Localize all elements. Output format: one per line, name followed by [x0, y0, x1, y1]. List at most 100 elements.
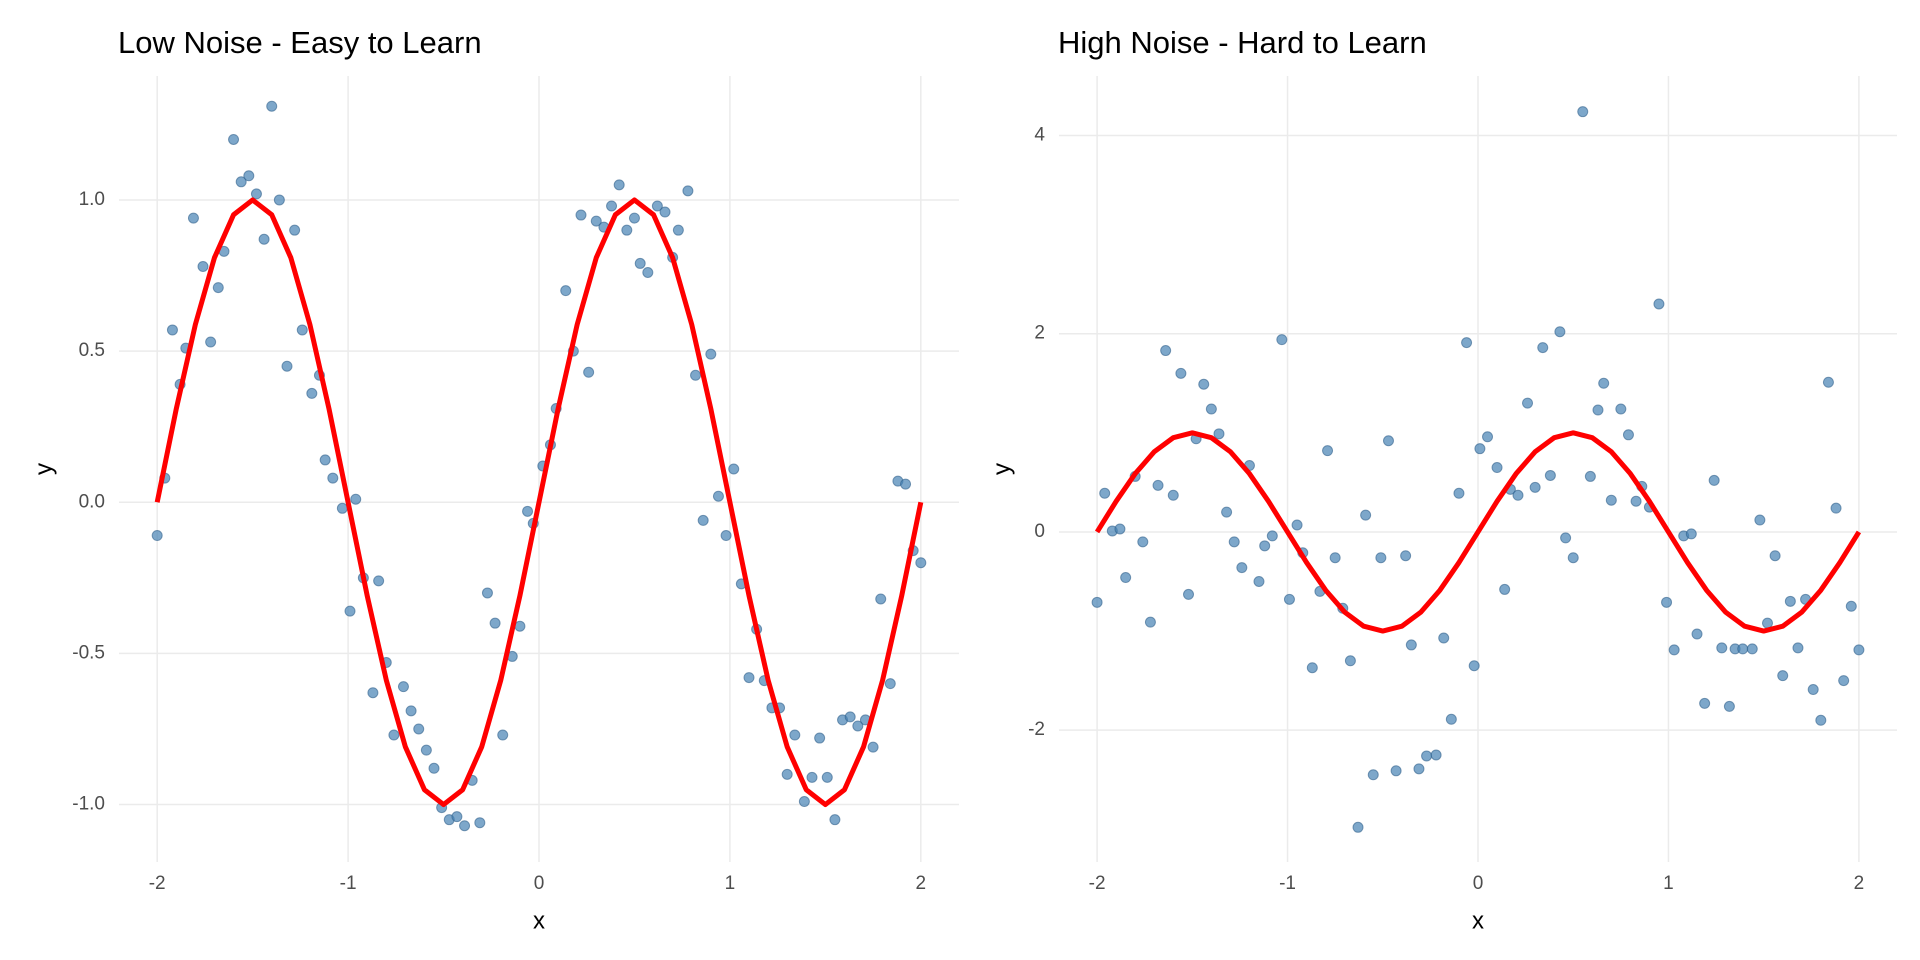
point: [1291, 519, 1303, 531]
point: [289, 224, 301, 236]
y-tick-label: 0.0: [79, 491, 105, 512]
point: [1577, 106, 1589, 118]
point: [852, 720, 864, 732]
point: [1754, 514, 1766, 526]
point: [798, 796, 810, 808]
point: [1213, 428, 1225, 440]
x-axis-title: x: [1472, 907, 1484, 934]
point: [1114, 523, 1126, 535]
point: [705, 348, 717, 360]
point: [583, 366, 595, 378]
point: [306, 387, 318, 399]
y-axis-title: y: [30, 463, 57, 475]
point: [682, 185, 694, 197]
point: [672, 224, 684, 236]
point: [1468, 660, 1480, 672]
point: [1691, 628, 1703, 640]
point: [319, 454, 331, 466]
point: [697, 514, 709, 526]
point: [1512, 489, 1524, 501]
point: [1276, 334, 1288, 346]
point: [1413, 763, 1425, 775]
point: [151, 530, 163, 542]
point: [1120, 572, 1132, 584]
point: [1205, 403, 1217, 415]
point: [1183, 588, 1195, 600]
point: [1529, 481, 1541, 493]
chart-title: High Noise - Hard to Learn: [1058, 25, 1427, 60]
y-tick-label: 1.0: [79, 189, 105, 210]
point: [420, 744, 432, 756]
point: [1306, 662, 1318, 674]
point: [1830, 502, 1842, 514]
y-tick-label: -1.0: [72, 794, 105, 815]
point: [1708, 474, 1720, 486]
point: [634, 257, 646, 269]
point: [1167, 489, 1179, 501]
point: [1329, 552, 1341, 564]
point: [590, 215, 602, 227]
y-tick-label: 4: [1034, 124, 1045, 145]
point: [1737, 643, 1749, 655]
point: [413, 723, 425, 735]
point: [1853, 644, 1865, 656]
point: [373, 575, 385, 587]
x-tick-label: 0: [1473, 873, 1484, 894]
point: [829, 814, 841, 826]
point: [1221, 506, 1233, 518]
point: [1560, 532, 1572, 544]
point: [497, 729, 509, 741]
point: [1792, 642, 1804, 654]
point: [187, 212, 199, 224]
point: [1746, 643, 1758, 655]
point: [1699, 697, 1711, 709]
point: [821, 771, 833, 783]
point: [1375, 552, 1387, 564]
point: [514, 620, 526, 632]
point: [1360, 509, 1372, 521]
point: [814, 732, 826, 744]
point: [336, 502, 348, 514]
point: [1474, 443, 1486, 455]
point: [367, 687, 379, 699]
point: [266, 100, 278, 112]
point: [344, 605, 356, 617]
panel: -2 -1 0 1 2 -1.0 -0.5 0.0 0.5 1.0 Low Noise - Easy…: [30, 25, 959, 934]
point: [1461, 337, 1473, 349]
point: [1838, 675, 1850, 687]
point: [474, 817, 486, 829]
point: [915, 557, 927, 569]
point: [489, 617, 501, 629]
fit-line: [154, 197, 924, 808]
chart-title: Low Noise - Easy to Learn: [118, 25, 482, 60]
point: [1091, 596, 1103, 608]
point: [250, 188, 262, 200]
point: [397, 681, 409, 693]
point: [1784, 595, 1796, 607]
point: [1567, 552, 1579, 564]
point: [1367, 769, 1379, 781]
point: [651, 200, 663, 212]
point: [1482, 431, 1494, 443]
x-tick-label: 1: [1663, 873, 1674, 894]
point: [1236, 562, 1248, 574]
point: [628, 212, 640, 224]
point: [1198, 378, 1210, 390]
point: [197, 260, 209, 272]
y-tick-label: -0.5: [72, 642, 105, 663]
point: [235, 176, 247, 188]
x-axis-title: x: [533, 907, 545, 934]
point: [875, 593, 887, 605]
x-tick-label: -1: [340, 873, 357, 894]
point: [481, 587, 493, 599]
point: [844, 711, 856, 723]
point: [428, 762, 440, 774]
point: [1152, 479, 1164, 491]
point: [1554, 326, 1566, 338]
point: [212, 282, 224, 294]
point: [900, 478, 912, 490]
point: [575, 209, 587, 221]
point: [1283, 593, 1295, 605]
x-tick-label: 2: [916, 873, 927, 894]
point: [1537, 342, 1549, 354]
